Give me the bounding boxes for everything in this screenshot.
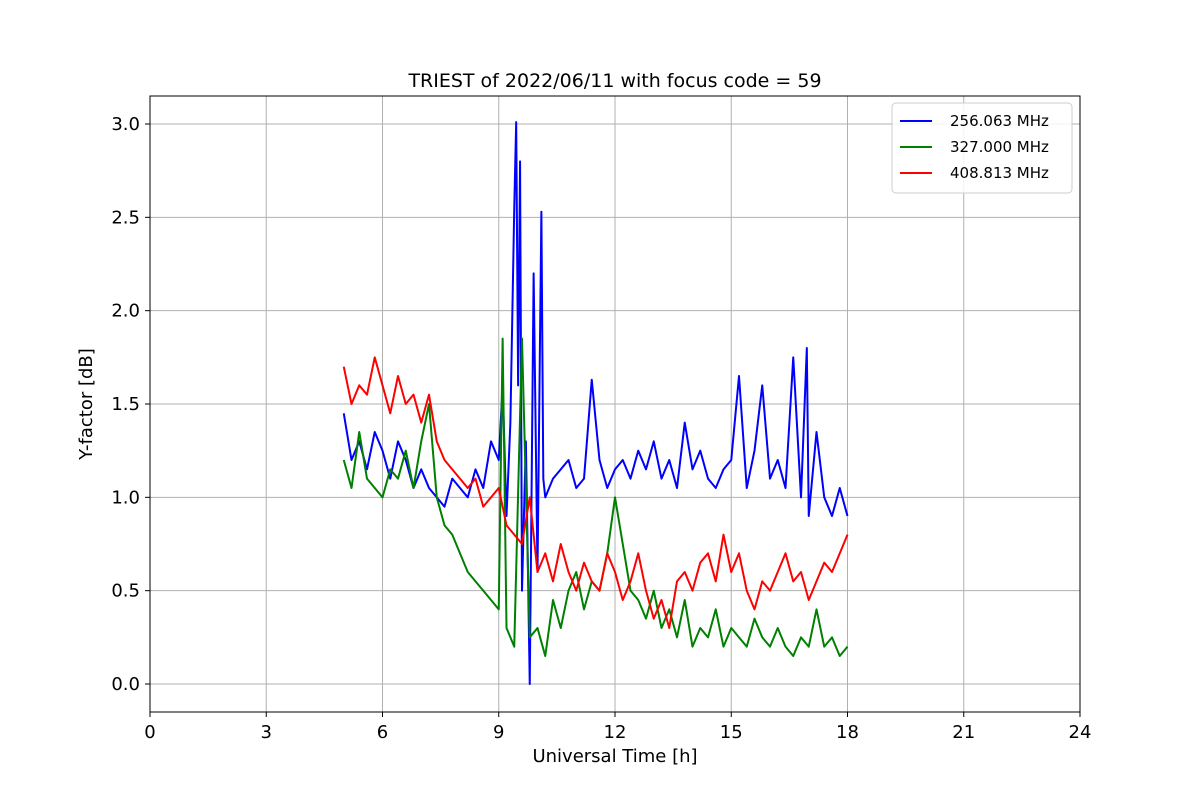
x-tick-label: 9 [493, 722, 504, 743]
y-tick-label: 1.5 [111, 394, 140, 415]
series-line-0 [342, 121, 849, 685]
y-tick-label: 0.5 [111, 581, 140, 602]
legend-label: 327.000 MHz [950, 138, 1049, 156]
x-tick-label: 6 [377, 722, 388, 743]
x-tick-label: 15 [720, 722, 743, 743]
x-tick-label: 12 [604, 722, 627, 743]
y-axis: 0.0 0.5 1.0 1.5 2.0 2.5 3.0 [111, 114, 150, 695]
y-axis-label: Y-factor [dB] [76, 348, 97, 461]
y-tick-label: 0.0 [111, 674, 140, 695]
y-tick-label: 2.0 [111, 301, 140, 322]
x-tick-label: 3 [261, 722, 272, 743]
legend-label: 408.813 MHz [950, 164, 1049, 182]
legend-box [891, 102, 1073, 194]
x-tick-label: 0 [144, 722, 155, 743]
x-tick-label: 18 [836, 722, 859, 743]
y-tick-label: 3.0 [111, 114, 140, 135]
x-tick-label: 21 [952, 722, 975, 743]
x-axis-label: Universal Time [h] [532, 746, 697, 767]
series-layer [342, 121, 849, 685]
x-axis: 0 3 6 9 12 15 18 21 24 [144, 712, 1091, 743]
y-tick-label: 1.0 [111, 487, 140, 508]
x-tick-label: 24 [1069, 722, 1092, 743]
legend: 256.063 MHz 327.000 MHz 408.813 MHz [891, 102, 1073, 194]
chart-title: TRIEST of 2022/06/11 with focus code = 5… [407, 70, 821, 92]
y-tick-label: 2.5 [111, 207, 140, 228]
series-line-2 [342, 356, 849, 629]
legend-label: 256.063 MHz [950, 112, 1049, 130]
